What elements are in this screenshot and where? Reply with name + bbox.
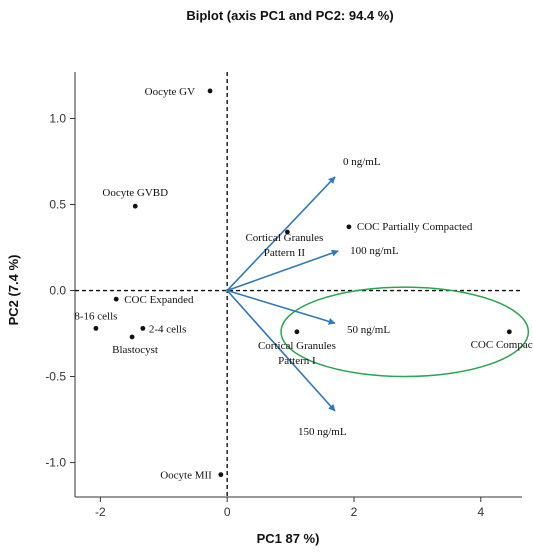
- point-label-line: COC Partially Compacted: [357, 221, 473, 233]
- point-label-line: Oocyte GV: [145, 86, 195, 98]
- point-label-line: Oocyte MII: [160, 470, 212, 482]
- plot-area: -2 0 2 4 1.0 0.5 0.0 -0.5 -1.0 0 ng/mL 100 ng/mL 50…: [45, 72, 533, 519]
- data-point: [93, 325, 99, 331]
- x-tick-label: -2: [95, 505, 106, 519]
- point-label-line: Oocyte GVBD: [102, 187, 168, 199]
- point-label: COC Compacted: [471, 339, 533, 351]
- point-label-line: Cortical Granules: [258, 340, 336, 352]
- point-label-line: Pattern II: [264, 247, 306, 259]
- point-label: Oocyte MII: [160, 470, 212, 482]
- point-label: 2-4 cells: [149, 323, 187, 335]
- loading-vector: [226, 289, 336, 325]
- vector-label: 100 ng/mL: [350, 245, 399, 257]
- y-tick-label: 0.5: [49, 197, 66, 211]
- point-label-line: Cortical Granules: [245, 232, 323, 244]
- point-label: Cortical Granules Pattern II: [245, 232, 323, 259]
- x-tick-label: 0: [224, 505, 231, 519]
- point-label: Oocyte GVBD: [102, 187, 168, 199]
- loading-vector: [226, 249, 339, 292]
- y-tick-label: 0.0: [49, 284, 66, 298]
- data-point: [218, 472, 224, 478]
- point-label: COC Partially Compacted: [357, 221, 473, 233]
- data-point: [129, 334, 135, 340]
- loading-vector: [226, 289, 336, 412]
- data-point: [140, 325, 146, 331]
- point-label: Cortical Granules Pattern I: [258, 340, 336, 367]
- point-label: Oocyte GV: [145, 86, 195, 98]
- data-point: [506, 329, 512, 335]
- data-point: [113, 296, 119, 302]
- point-label-line: 8-16 cells: [74, 310, 117, 322]
- chart-title: Biplot (axis PC1 and PC2: 94.4 %): [186, 8, 393, 23]
- vector-label: 50 ng/mL: [347, 324, 390, 336]
- vector-label: 0 ng/mL: [343, 156, 381, 168]
- vector-label: 150 ng/mL: [298, 426, 347, 438]
- point-label-line: COC Expanded: [124, 294, 194, 306]
- y-tick-label: 1.0: [49, 111, 66, 125]
- data-point: [294, 329, 300, 335]
- point-label: COC Expanded: [124, 294, 194, 306]
- data-point: [132, 203, 138, 209]
- y-axis-title: PC2 (7.4 %): [6, 255, 21, 326]
- y-tick-label: -1.0: [45, 456, 66, 470]
- point-label-line: Blastocyst: [112, 344, 158, 356]
- x-tick-label: 4: [477, 505, 484, 519]
- x-axis-title: PC1 87 %): [257, 531, 320, 546]
- point-label-line: Pattern I: [278, 355, 316, 367]
- data-point: [346, 224, 352, 230]
- data-point: [207, 88, 213, 94]
- point-label-line: 2-4 cells: [149, 323, 187, 335]
- data-point: [285, 229, 290, 235]
- highlight-ellipse: [280, 286, 530, 378]
- point-label: 8-16 cells: [74, 310, 117, 322]
- point-label: Blastocyst: [112, 344, 158, 356]
- y-tick-label: -0.5: [45, 370, 66, 384]
- loading-vector: [226, 176, 336, 292]
- x-tick-label: 2: [351, 505, 358, 519]
- point-label-line: COC Compacted: [471, 339, 533, 351]
